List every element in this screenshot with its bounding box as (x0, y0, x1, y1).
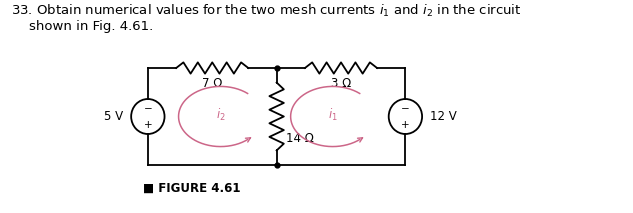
Text: 12 V: 12 V (430, 110, 456, 123)
Text: $i_2$: $i_2$ (216, 106, 225, 122)
Text: +: + (401, 120, 410, 130)
Text: 14 Ω: 14 Ω (286, 131, 314, 144)
Text: −: − (401, 104, 410, 114)
Text: 7 Ω: 7 Ω (202, 77, 222, 90)
Text: −: − (144, 104, 152, 114)
Text: shown in Fig. 4.61.: shown in Fig. 4.61. (28, 20, 153, 33)
Text: ■ FIGURE 4.61: ■ FIGURE 4.61 (143, 181, 241, 194)
Text: $i_1$: $i_1$ (328, 106, 337, 122)
Text: 3 Ω: 3 Ω (331, 77, 351, 90)
Text: 5 V: 5 V (104, 110, 123, 123)
Text: 33. Obtain numerical values for the two mesh currents $i_1$ and $i_2$ in the cir: 33. Obtain numerical values for the two … (11, 3, 522, 19)
Text: +: + (144, 120, 152, 130)
